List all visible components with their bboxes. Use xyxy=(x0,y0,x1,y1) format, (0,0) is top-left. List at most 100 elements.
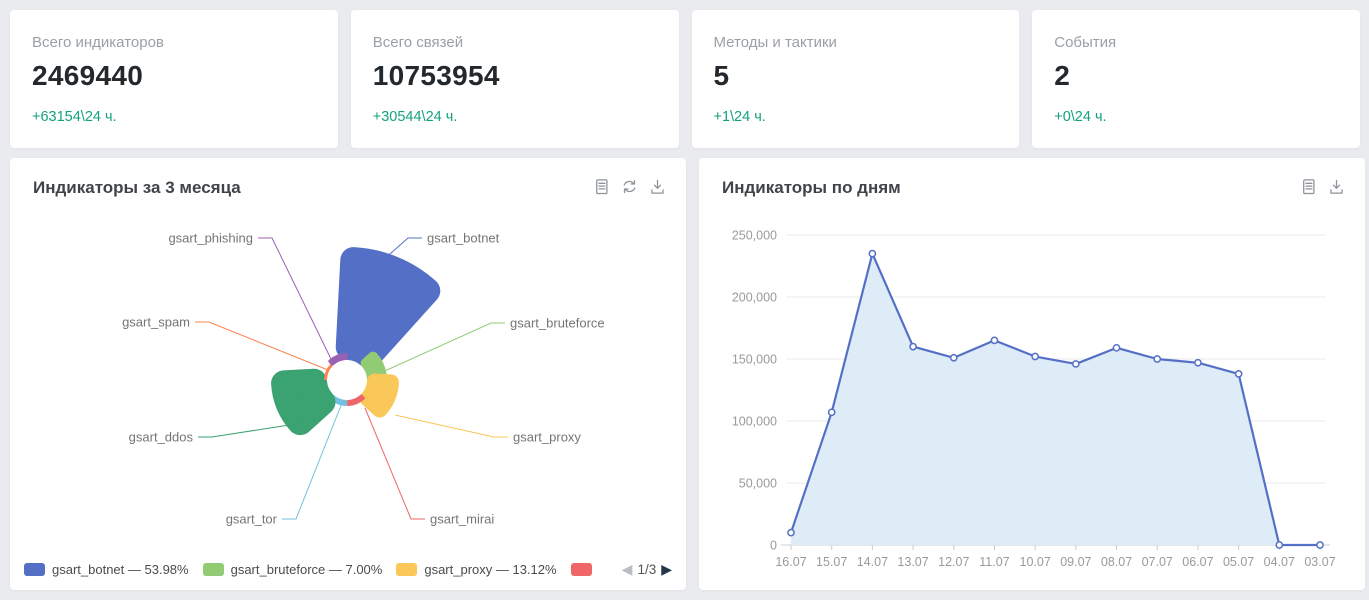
stat-card-value: 2 xyxy=(1054,60,1071,91)
area-fill xyxy=(791,253,1320,545)
rose-label-line-gsart_spam xyxy=(195,321,329,371)
x-axis-label-03.07: 03.07 xyxy=(1304,555,1335,569)
stat-card-value: 2469440 xyxy=(32,60,144,91)
rose-chart-toolbar xyxy=(593,178,666,195)
rose-chart-title: Индикаторы за 3 месяца xyxy=(33,178,241,197)
stat-card-label: Всего индикаторов xyxy=(32,34,164,51)
legend-next-page-icon[interactable]: ▶ xyxy=(661,560,672,577)
legend-item-3[interactable] xyxy=(570,562,592,576)
x-axis-label-07.07: 07.07 xyxy=(1142,555,1173,569)
legend-items: gsart_botnet — 53.98% gsart_bruteforce — … xyxy=(24,562,592,577)
rose-label-gsart_botnet: gsart_botnet xyxy=(427,231,500,246)
legend-item-2[interactable]: gsart_proxy — 13.12% xyxy=(396,562,563,577)
data-view-icon[interactable] xyxy=(593,178,610,195)
rose-label-gsart_tor: gsart_tor xyxy=(226,512,278,527)
legend-swatch xyxy=(570,562,592,576)
x-axis-label-04.07: 04.07 xyxy=(1264,555,1295,569)
stat-card-label: События xyxy=(1054,34,1117,51)
download-icon[interactable] xyxy=(649,178,666,195)
legend-swatch xyxy=(202,562,224,576)
legend-pagination: ◀ 1/3 ▶ xyxy=(615,560,672,578)
line-chart-panel: Индикаторы по дням 0 50,000 100,000 150,000… xyxy=(699,158,1365,590)
legend-page-indicator: 1/3 xyxy=(637,561,657,577)
x-axis-label-14.07: 14.07 xyxy=(857,555,888,569)
rose-slice-gsart_phishing[interactable] xyxy=(328,353,348,366)
legend-swatch xyxy=(24,562,45,576)
x-axis-label-16.07: 16.07 xyxy=(775,555,806,569)
x-axis-label-13.07: 13.07 xyxy=(897,555,928,569)
data-point-07.07[interactable] xyxy=(1153,355,1162,363)
stat-card-value: 10753954 xyxy=(372,60,500,91)
rose-label-line-gsart_botnet xyxy=(381,237,422,262)
rose-chart-legend: gsart_botnet — 53.98% gsart_bruteforce — … xyxy=(24,559,672,579)
data-view-icon[interactable] xyxy=(1300,178,1317,195)
rose-slice-gsart_botnet[interactable] xyxy=(335,247,441,369)
y-axis-label-50,000: 50,000 xyxy=(739,477,777,491)
rose-label-line-gsart_mirai xyxy=(364,407,425,520)
stat-card-links: Всего связей 10753954 +30544\24 ч. xyxy=(350,10,679,148)
download-icon[interactable] xyxy=(1328,178,1345,195)
line-chart-title: Индикаторы по дням xyxy=(722,178,901,197)
x-axis-label-05.07: 05.07 xyxy=(1223,555,1254,569)
line-chart-toolbar xyxy=(1300,178,1345,195)
rose-label-line-gsart_proxy xyxy=(394,414,508,438)
refresh-icon[interactable] xyxy=(621,178,638,195)
stat-card-label: Методы и тактики xyxy=(713,34,837,51)
data-point-13.07[interactable] xyxy=(909,342,917,351)
data-point-09.07[interactable] xyxy=(1071,360,1080,368)
rose-label-gsart_spam: gsart_spam xyxy=(122,315,190,330)
rose-slice-gsart_proxy[interactable] xyxy=(359,373,399,418)
rose-label-gsart_bruteforce: gsart_bruteforce xyxy=(510,316,605,331)
data-point-06.07[interactable] xyxy=(1194,358,1202,367)
data-point-08.07[interactable] xyxy=(1112,343,1121,352)
stat-card-delta: +1\24 ч. xyxy=(713,109,766,125)
y-axis-label-200,000: 200,000 xyxy=(732,291,777,305)
rose-label-line-gsart_bruteforce xyxy=(377,322,505,375)
rose-label-gsart_ddos: gsart_ddos xyxy=(129,430,194,445)
legend-item-1[interactable]: gsart_bruteforce — 7.00% xyxy=(202,561,390,577)
data-point-03.07[interactable] xyxy=(1316,541,1324,549)
data-point-12.07[interactable] xyxy=(949,353,958,362)
x-axis-label-12.07: 12.07 xyxy=(938,555,969,569)
stat-card-delta: +63154\24 ч. xyxy=(32,109,117,125)
stat-card-label: Всего связей xyxy=(372,34,464,51)
y-axis-label-150,000: 150,000 xyxy=(732,353,777,367)
data-point-10.07[interactable] xyxy=(1031,352,1040,361)
rose-slice-gsart_ddos[interactable] xyxy=(271,368,336,436)
legend-item-0[interactable]: gsart_botnet — 53.98% xyxy=(24,562,196,577)
y-axis-label-0: 0 xyxy=(770,539,777,553)
stat-card-events: События 2 +0\24 ч. xyxy=(1032,10,1360,148)
legend-swatch xyxy=(396,562,418,576)
x-axis-label-09.07: 09.07 xyxy=(1060,555,1091,569)
data-point-11.07[interactable] xyxy=(990,336,999,345)
rose-label-line-gsart_phishing xyxy=(258,237,333,362)
data-point-15.07[interactable] xyxy=(827,408,836,417)
data-point-16.07[interactable] xyxy=(787,528,795,537)
data-point-14.07[interactable] xyxy=(868,249,877,258)
data-point-04.07[interactable] xyxy=(1275,541,1284,549)
x-axis-label-10.07: 10.07 xyxy=(1020,555,1051,569)
line-chart: 0 50,000 100,000 150,000 200,000 250,000 16.07… xyxy=(732,229,1336,570)
data-point-05.07[interactable] xyxy=(1234,370,1243,378)
rose-label-line-gsart_tor xyxy=(282,402,343,520)
x-axis-label-06.07: 06.07 xyxy=(1182,555,1213,569)
stat-card-delta: +0\24 ч. xyxy=(1054,109,1107,125)
stat-card-value: 5 xyxy=(713,60,730,91)
legend-label: gsart_proxy — 13.12% xyxy=(424,561,557,577)
rose-slice-gsart_mirai[interactable] xyxy=(346,394,365,406)
stat-card-tactics: Методы и тактики 5 +1\24 ч. xyxy=(691,10,1020,148)
stat-card-indicators: Всего индикаторов 2469440 +63154\24 ч. xyxy=(10,10,338,148)
rose-slice-gsart_spam[interactable] xyxy=(324,364,333,381)
legend-label: gsart_botnet — 53.98% xyxy=(52,561,189,577)
rose-label-gsart_phishing: gsart_phishing xyxy=(168,231,253,246)
x-axis-label-15.07: 15.07 xyxy=(816,555,847,569)
x-axis-label-11.07: 11.07 xyxy=(979,555,1009,569)
legend-prev-page-icon[interactable]: ◀ xyxy=(621,560,633,577)
legend-label: gsart_bruteforce — 7.00% xyxy=(230,561,383,577)
series-line xyxy=(789,252,1320,547)
y-axis-label-100,000: 100,000 xyxy=(732,415,777,429)
rose-chart: gsart_botnetgsart_bruteforcegsart_proxyg… xyxy=(122,231,605,527)
x-axis-label-08.07: 08.07 xyxy=(1101,555,1132,569)
